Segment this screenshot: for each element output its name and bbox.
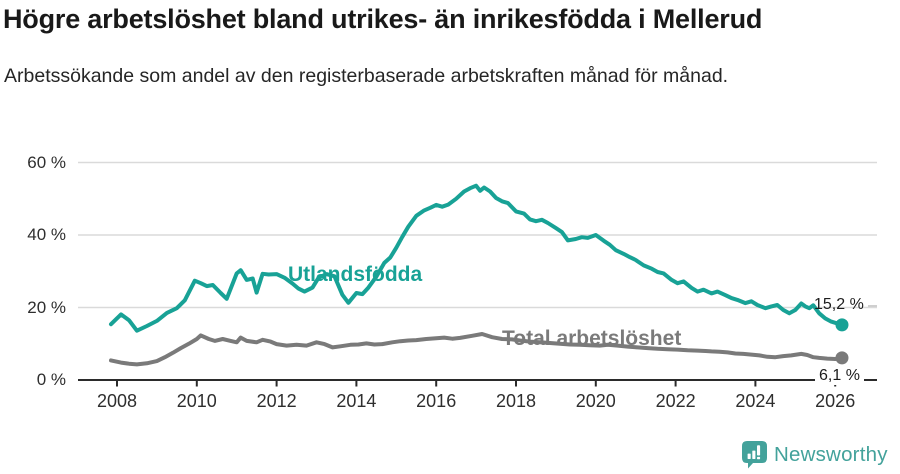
x-tick-label: 2020	[575, 391, 616, 411]
y-tick-label: 0 %	[36, 370, 66, 389]
x-tick-label: 2008	[96, 391, 138, 411]
series-end-dot	[835, 318, 849, 332]
chart-title: Högre arbetslöshet bland utrikes- än inr…	[3, 4, 763, 34]
y-tick-label: 40 %	[27, 225, 66, 244]
x-tick-label: 2022	[655, 391, 696, 411]
y-tick-label: 20 %	[27, 297, 66, 317]
leader-dash	[868, 305, 877, 307]
series-line	[109, 183, 844, 333]
series-line	[109, 332, 844, 367]
x-tick-label: 2026	[815, 391, 856, 411]
brand-name: Newsworthy	[774, 443, 888, 466]
newsworthy-logo-icon	[742, 441, 767, 469]
end-value-label-utlandsfodda: 15,2 %	[814, 296, 864, 313]
y-tick-label: 60 %	[27, 152, 66, 172]
series-end-dot	[835, 351, 849, 365]
x-tick-label: 2010	[176, 391, 217, 411]
chart-subtitle: Arbetssökande som andel av den registerb…	[4, 65, 729, 87]
x-tick-label: 2016	[416, 391, 457, 411]
series-label-utlandsfodda: Utlandsfödda	[288, 263, 423, 286]
end-value-label-total: 6,1 %	[815, 367, 864, 385]
series-label-total-arbetsloshet: Total arbetslöshet	[502, 327, 682, 350]
x-tick-label: 2024	[735, 391, 776, 411]
x-tick-label: 2012	[256, 391, 297, 411]
brand-footer: Newsworthy	[742, 441, 888, 469]
x-tick-label: 2014	[336, 391, 377, 411]
x-tick-label: 2018	[495, 391, 537, 411]
